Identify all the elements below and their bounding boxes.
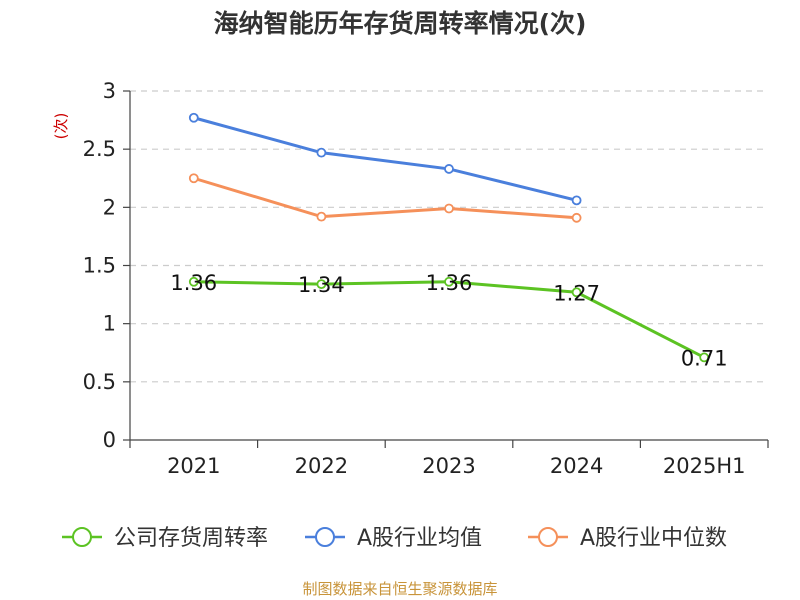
series-line-2 [193,116,577,202]
y-tick-label: 1.5 [83,254,116,278]
legend-label: A股行业中位数 [580,526,727,551]
data-point [316,211,327,222]
legend-swatch-marker [538,527,558,547]
y-tick-label: 0.5 [83,370,116,394]
data-label: 0.71 [681,346,728,370]
data-label: 1.36 [170,271,217,295]
y-tick-label: 0 [103,428,116,452]
data-label: 1.36 [426,271,473,295]
y-unit-label: (次) [52,113,70,140]
series-line-3 [193,176,577,220]
data-labels: 1.36 1.34 1.36 1.27 0.71 [170,271,727,371]
data-point [571,212,582,223]
data-point [188,276,199,287]
data-point [699,352,710,363]
data-point [444,203,454,214]
data-point [444,276,454,287]
data-point [188,112,199,123]
chart-title: 海纳智能历年存货周转率情况(次) [213,9,587,38]
y-tick-label: 2.5 [83,137,116,161]
data-label: 1.27 [553,281,600,305]
y-tick-label: 2 [103,195,116,219]
legend-swatch-marker [315,527,335,547]
data-point [188,173,199,184]
legend: 公司存货周转率 A股行业均值 A股行业中位数 [62,526,727,551]
x-tick-label: 2023 [422,454,475,478]
y-tick-label: 3 [103,79,116,103]
legend-label: 公司存货周转率 [114,526,268,551]
grid-lines [130,90,768,383]
x-tick-label: 2022 [295,454,348,478]
x-tick-label: 2025H1 [663,454,746,478]
data-point [316,279,327,290]
legend-label: A股行业均值 [357,526,482,551]
series-lines [188,112,710,363]
data-point [316,147,327,158]
x-tick-label: 2021 [167,454,220,478]
x-tick-label: 2024 [550,454,603,478]
source-note: 制图数据来自恒生聚源数据库 [302,580,498,598]
legend-swatch-marker [72,527,92,547]
data-point [571,195,582,206]
data-label: 1.34 [298,273,345,297]
y-tick-label: 1 [103,312,116,336]
data-point [571,287,582,298]
axes: 0 0.5 1 1.5 2 2.5 3 2021 2022 2023 2024 2025H1 [83,79,769,478]
data-point [444,164,454,174]
